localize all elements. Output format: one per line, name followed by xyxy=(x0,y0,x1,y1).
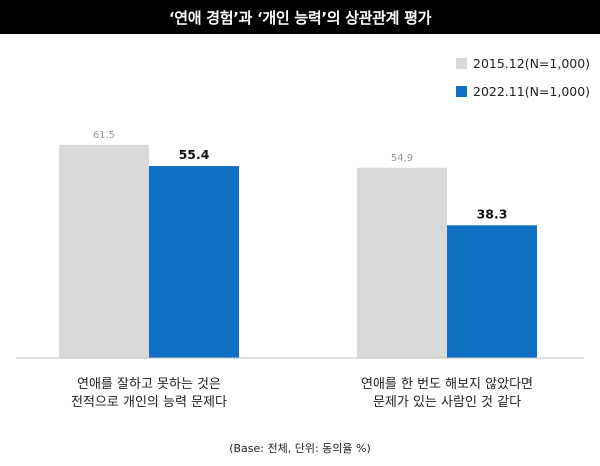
category-label-2-line-1: 연애를 한 번도 해보지 않았다면 xyxy=(361,377,533,392)
legend-item-2022: 2022.11(N=1,000) xyxy=(456,80,590,102)
legend-label-2022: 2022.11(N=1,000) xyxy=(473,83,591,99)
data-label-2015-cat1: 61.5 xyxy=(93,130,115,141)
category-label-1-line-2: 전적으로 개인의 능력 문제다 xyxy=(71,395,227,410)
legend: 2015.12(N=1,000) 2022.11(N=1,000) xyxy=(456,52,590,108)
bar-2022-cat2 xyxy=(447,225,537,358)
bar-2022-cat1 xyxy=(149,166,239,358)
data-label-2022-cat2: 38.3 xyxy=(477,206,508,221)
footnote: (Base: 전체, 단위: 동의율 %) xyxy=(229,442,371,455)
category-label-1-line-1: 연애를 잘하고 못하는 것은 xyxy=(77,377,221,392)
data-label-2015-cat2: 54.9 xyxy=(391,153,413,164)
bar-2015-cat2 xyxy=(357,167,447,358)
chart-title-bar: ‘연애 경험’과 ‘개인 능력’의 상관관계 평가 xyxy=(0,0,600,34)
bar-2015-cat1 xyxy=(59,144,149,358)
legend-label-2015: 2015.12(N=1,000) xyxy=(473,55,591,71)
data-label-2022-cat1: 55.4 xyxy=(179,147,210,162)
legend-swatch-2022 xyxy=(456,85,467,97)
legend-swatch-2015 xyxy=(456,57,467,69)
category-label-2-line-2: 문제가 있는 사람인 것 같다 xyxy=(373,395,521,410)
chart-title: ‘연애 경험’과 ‘개인 능력’의 상관관계 평가 xyxy=(168,8,432,27)
legend-item-2015: 2015.12(N=1,000) xyxy=(456,52,590,74)
